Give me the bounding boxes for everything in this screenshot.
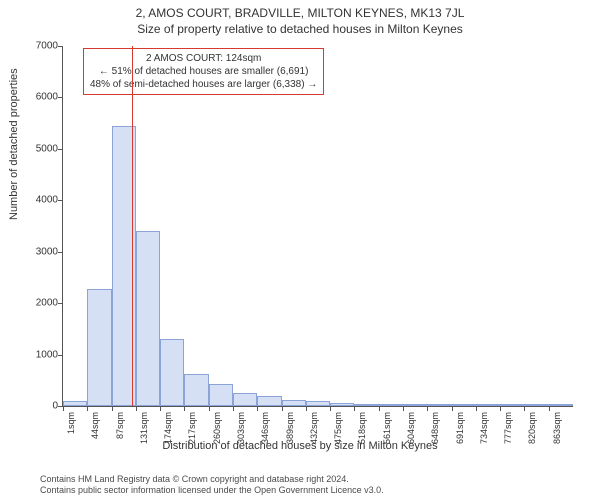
x-tick-mark — [403, 406, 404, 411]
x-tick-mark — [184, 406, 185, 411]
x-tick-mark — [209, 406, 210, 411]
callout-line-1: 2 AMOS COURT: 124sqm — [90, 52, 317, 65]
histogram-bar — [87, 289, 111, 406]
x-tick-mark — [282, 406, 283, 411]
y-tick-label: 3000 — [23, 246, 58, 257]
x-tick-mark — [427, 406, 428, 411]
histogram-bar — [233, 393, 257, 406]
histogram-bar — [330, 403, 354, 406]
y-tick-mark — [58, 46, 63, 47]
page-title: 2, AMOS COURT, BRADVILLE, MILTON KEYNES,… — [0, 0, 600, 20]
footer-attribution: Contains HM Land Registry data © Crown c… — [40, 474, 384, 497]
y-axis-label: Number of detached properties — [8, 68, 20, 220]
y-tick-label: 2000 — [23, 298, 58, 309]
x-tick-label: 87sqm — [115, 412, 125, 462]
histogram-bar — [549, 404, 573, 406]
x-tick-label: 648sqm — [430, 412, 440, 462]
x-tick-label: 44sqm — [90, 412, 100, 462]
x-tick-label: 260sqm — [212, 412, 222, 462]
histogram-bar — [500, 404, 524, 406]
x-tick-mark — [452, 406, 453, 411]
histogram-bar — [63, 401, 87, 406]
x-tick-mark — [330, 406, 331, 411]
x-tick-mark — [476, 406, 477, 411]
y-tick-label: 1000 — [23, 349, 58, 360]
x-tick-mark — [233, 406, 234, 411]
chart-subtitle: Size of property relative to detached ho… — [0, 20, 600, 36]
x-tick-label: 131sqm — [139, 412, 149, 462]
histogram-bar — [427, 404, 451, 406]
x-tick-label: 303sqm — [236, 412, 246, 462]
x-tick-mark — [136, 406, 137, 411]
footer-line-1: Contains HM Land Registry data © Crown c… — [40, 474, 384, 485]
y-tick-mark — [58, 303, 63, 304]
x-tick-mark — [379, 406, 380, 411]
histogram-bar — [136, 231, 160, 406]
x-tick-mark — [160, 406, 161, 411]
histogram-bar — [160, 339, 184, 406]
y-tick-label: 4000 — [23, 195, 58, 206]
histogram-bar — [452, 404, 476, 406]
property-marker-callout: 2 AMOS COURT: 124sqm ← 51% of detached h… — [83, 48, 324, 95]
x-tick-mark — [500, 406, 501, 411]
histogram-bar — [282, 400, 306, 406]
y-tick-label: 7000 — [23, 41, 58, 52]
histogram-bar — [403, 404, 427, 406]
x-tick-mark — [549, 406, 550, 411]
x-tick-mark — [87, 406, 88, 411]
x-tick-label: 561sqm — [382, 412, 392, 462]
x-tick-label: 820sqm — [527, 412, 537, 462]
footer-line-2: Contains public sector information licen… — [40, 485, 384, 496]
histogram-bar — [476, 404, 500, 406]
x-tick-mark — [257, 406, 258, 411]
histogram-bar — [257, 396, 281, 406]
x-tick-label: 604sqm — [406, 412, 416, 462]
histogram-bar — [524, 404, 548, 406]
histogram-bar — [379, 404, 403, 406]
x-tick-label: 863sqm — [552, 412, 562, 462]
histogram-bar — [184, 374, 208, 406]
x-tick-label: 432sqm — [309, 412, 319, 462]
histogram-plot-area: 2 AMOS COURT: 124sqm ← 51% of detached h… — [62, 46, 573, 407]
histogram-bar — [306, 401, 330, 406]
x-tick-label: 475sqm — [333, 412, 343, 462]
y-tick-mark — [58, 97, 63, 98]
y-tick-label: 6000 — [23, 92, 58, 103]
x-tick-label: 691sqm — [455, 412, 465, 462]
histogram-bar — [209, 384, 233, 406]
callout-line-3: 48% of semi-detached houses are larger (… — [90, 78, 317, 91]
y-tick-label: 0 — [23, 401, 58, 412]
x-tick-mark — [112, 406, 113, 411]
y-tick-mark — [58, 149, 63, 150]
x-tick-mark — [354, 406, 355, 411]
x-tick-label: 346sqm — [260, 412, 270, 462]
x-tick-mark — [306, 406, 307, 411]
x-tick-label: 518sqm — [357, 412, 367, 462]
x-tick-label: 734sqm — [479, 412, 489, 462]
y-tick-mark — [58, 355, 63, 356]
x-tick-mark — [524, 406, 525, 411]
x-tick-label: 777sqm — [503, 412, 513, 462]
y-tick-mark — [58, 200, 63, 201]
callout-line-2: ← 51% of detached houses are smaller (6,… — [90, 65, 317, 78]
property-marker-line — [132, 46, 133, 406]
x-tick-mark — [63, 406, 64, 411]
y-tick-mark — [58, 252, 63, 253]
x-tick-label: 174sqm — [163, 412, 173, 462]
y-tick-label: 5000 — [23, 143, 58, 154]
x-axis-label: Distribution of detached houses by size … — [0, 440, 600, 452]
x-tick-label: 1sqm — [66, 412, 76, 462]
x-tick-label: 217sqm — [187, 412, 197, 462]
x-tick-label: 389sqm — [285, 412, 295, 462]
histogram-bar — [354, 404, 378, 406]
